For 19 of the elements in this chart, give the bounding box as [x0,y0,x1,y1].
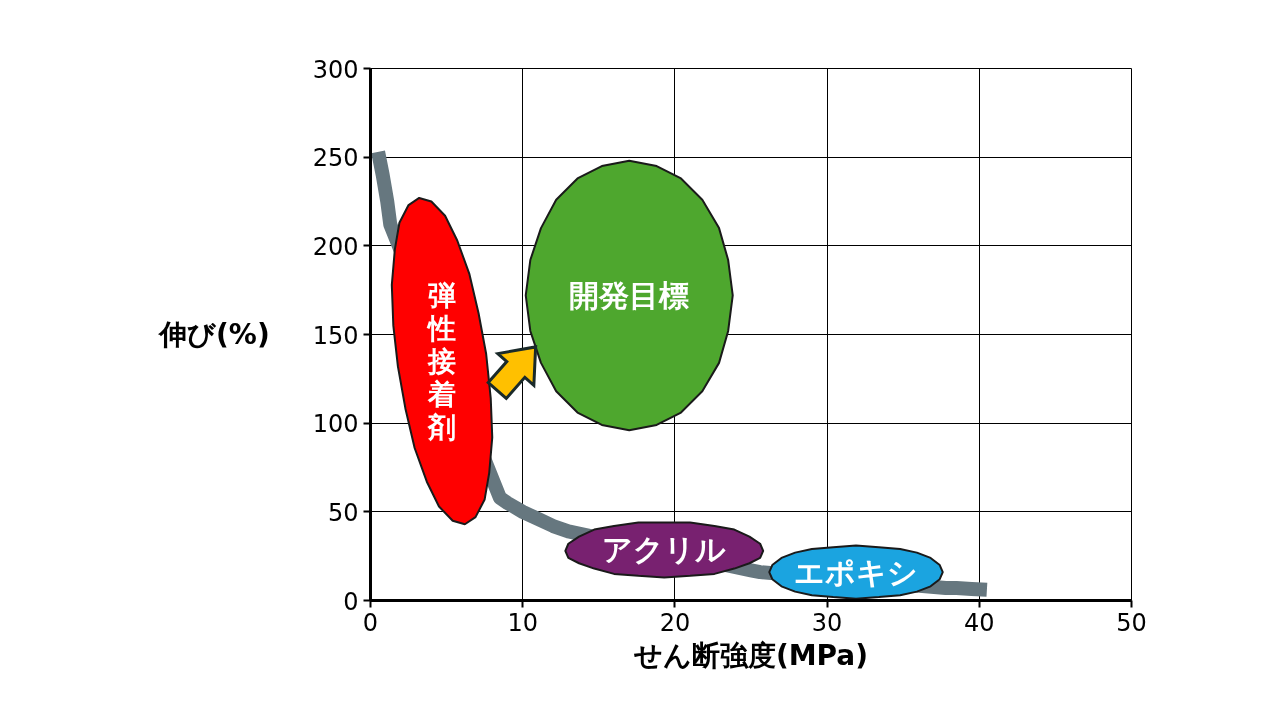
y-tick-label: 150 [312,321,359,350]
x-tick-label: 30 [811,608,843,637]
y-tick-label: 200 [312,232,359,261]
y-tick-label: 0 [343,587,359,616]
series-label: 弾性接着剤 [426,278,457,444]
x-tick-label: 0 [362,608,379,637]
series-label: 開発目標 [569,277,690,313]
y-axis-title: 伸び(%) [157,318,270,351]
y-tick-label: 100 [312,410,359,439]
x-tick-label: 40 [964,608,995,637]
y-tick-label: 50 [327,498,359,527]
y-tick-label: 300 [312,55,359,84]
series-label: エポキシ [794,554,919,590]
x-tick-label: 20 [659,608,691,637]
series-label: アクリル [602,532,727,568]
x-axis-title: せん断強度(MPa) [632,638,869,672]
x-tick-label: 50 [1116,608,1147,637]
x-tick-label: 10 [507,608,538,637]
y-tick-label: 250 [312,144,359,173]
